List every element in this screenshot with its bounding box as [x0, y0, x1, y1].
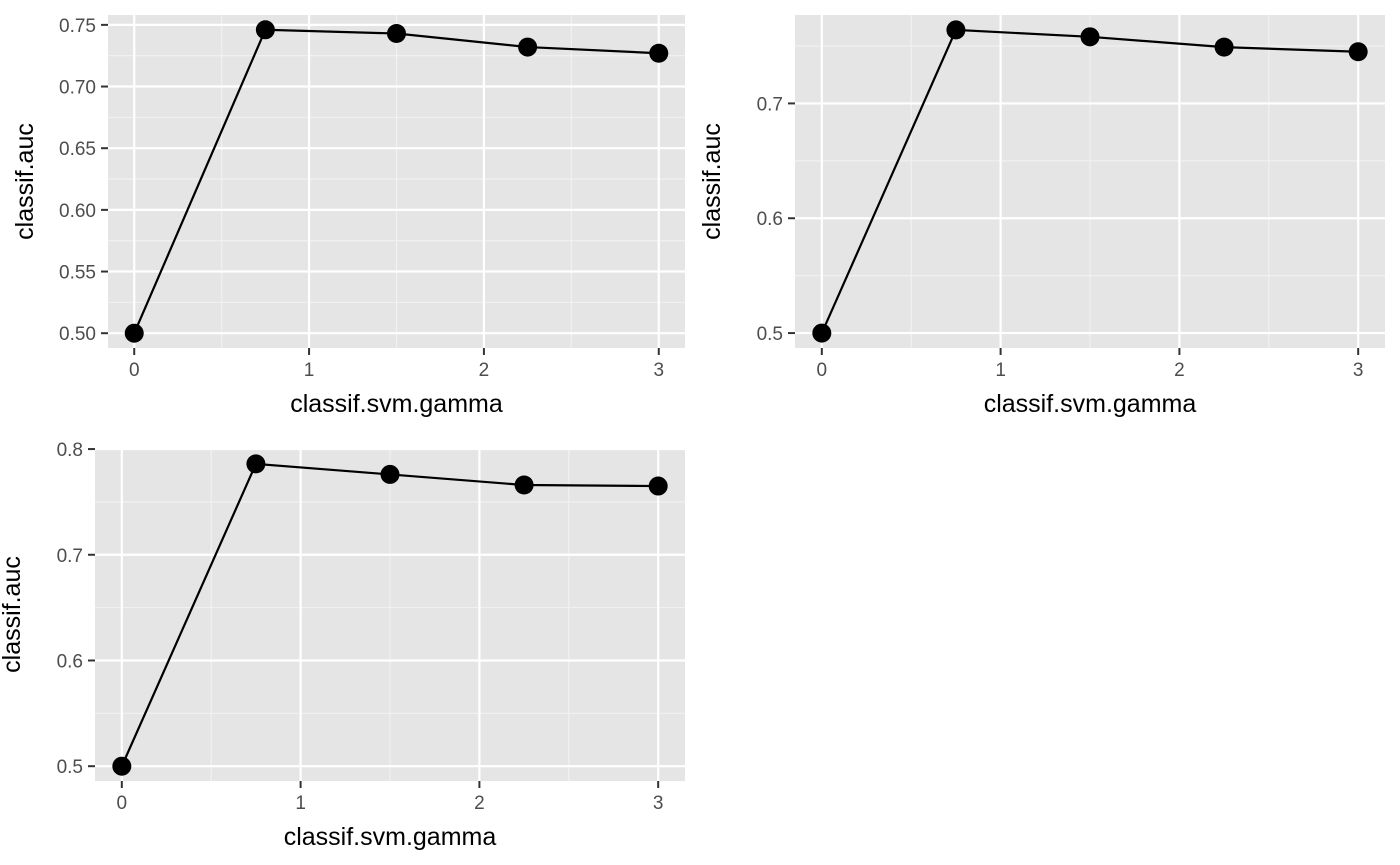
data-point	[246, 454, 266, 474]
data-point	[649, 43, 669, 63]
y-tick-label: 0.6	[757, 209, 783, 230]
data-point	[380, 464, 400, 484]
data-point	[255, 20, 275, 40]
y-tick-label: 0.6	[57, 651, 83, 672]
data-point	[124, 323, 144, 343]
data-point	[1348, 42, 1368, 62]
data-point	[946, 20, 966, 40]
x-tick-label: 2	[474, 793, 485, 814]
x-axis-title: classif.svm.gamma	[290, 390, 503, 418]
y-axis-title: classif.auc	[11, 123, 39, 240]
chart-panel-2: 0.5 0.6 0.7 0 1 2 3 classif.svm.gamma classif.au…	[698, 15, 1385, 418]
y-tick-label: 0.5	[757, 324, 783, 345]
y-tick-label: 0.60	[59, 201, 96, 222]
y-tick-label: 0.7	[57, 546, 83, 567]
data-point	[648, 476, 668, 496]
y-tick-label: 0.55	[59, 263, 96, 284]
y-tick-label: 0.5	[57, 757, 83, 778]
x-tick-label: 3	[653, 360, 664, 381]
x-tick-label: 0	[817, 360, 828, 381]
y-tick-label: 0.50	[59, 324, 96, 345]
x-tick-label: 0	[117, 793, 128, 814]
y-tick-label: 0.8	[57, 440, 83, 461]
y-axis-title: classif.auc	[698, 123, 726, 240]
x-tick-label: 1	[295, 793, 306, 814]
chart-panel-1: 0.50 0.55 0.60 0.65 0.70 0.75 0 1 2 3 classif.svm.…	[11, 15, 685, 418]
x-tick-label: 3	[1353, 360, 1364, 381]
x-tick-label: 2	[1174, 360, 1185, 381]
x-tick-label: 3	[653, 793, 664, 814]
y-tick-label: 0.65	[59, 139, 96, 160]
x-tick-label: 0	[129, 360, 140, 381]
y-tick-label: 0.70	[59, 78, 96, 99]
data-point	[112, 756, 132, 776]
chart-panel-3: 0.5 0.6 0.7 0.8 0 1 2 3 classif.svm.gamma classif…	[0, 440, 685, 851]
x-axis-title: classif.svm.gamma	[984, 390, 1197, 418]
data-point	[518, 37, 538, 57]
x-axis-title: classif.svm.gamma	[284, 823, 497, 851]
data-point	[1080, 27, 1100, 47]
y-axis-title: classif.auc	[0, 556, 26, 673]
data-point	[812, 323, 832, 343]
x-tick-label: 1	[995, 360, 1006, 381]
x-tick-label: 2	[479, 360, 490, 381]
data-point	[1214, 37, 1234, 57]
y-tick-label: 0.75	[59, 16, 96, 37]
data-point	[387, 24, 406, 43]
data-point	[514, 475, 534, 495]
x-tick-label: 1	[304, 360, 315, 381]
y-tick-label: 0.7	[757, 94, 783, 115]
